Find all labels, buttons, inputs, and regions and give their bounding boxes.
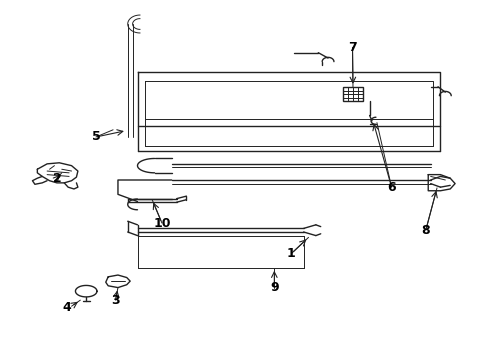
- Text: 6: 6: [387, 181, 396, 194]
- Text: 8: 8: [421, 224, 430, 237]
- Text: 1: 1: [287, 247, 296, 260]
- Text: 10: 10: [153, 216, 171, 230]
- Text: 7: 7: [348, 41, 357, 54]
- Text: 9: 9: [270, 281, 279, 294]
- Text: 5: 5: [92, 130, 100, 144]
- Text: 3: 3: [111, 294, 120, 307]
- Text: 2: 2: [52, 172, 61, 185]
- Bar: [343, 87, 363, 101]
- Text: 4: 4: [62, 301, 71, 314]
